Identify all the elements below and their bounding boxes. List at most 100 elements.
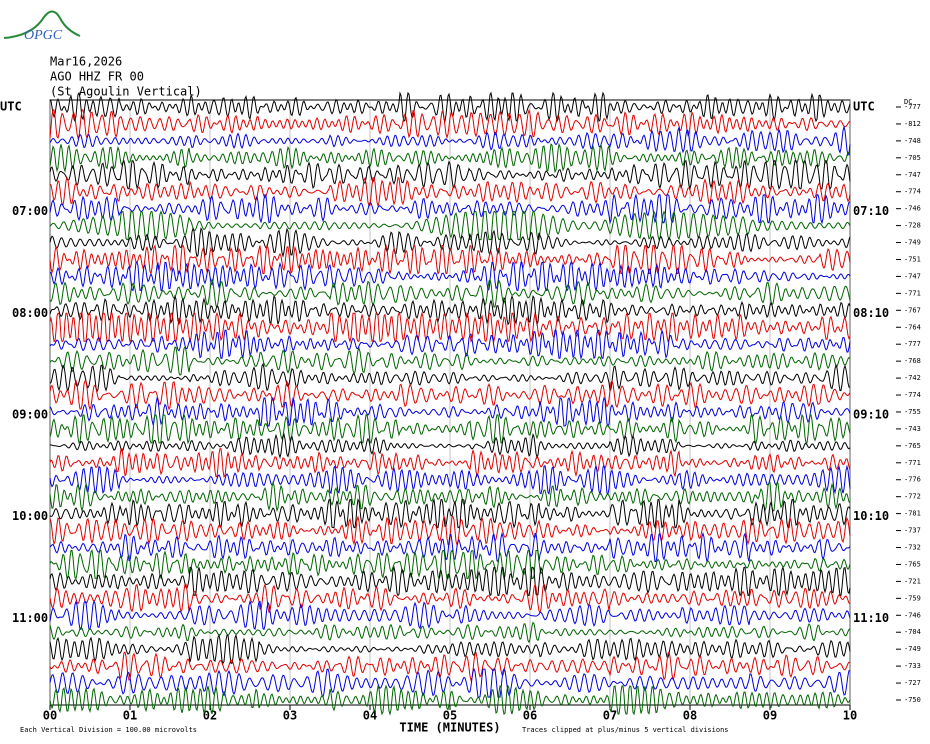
dc-offset: -777 (904, 340, 921, 348)
row-label-left: 11:00 (12, 611, 48, 625)
dc-offset: -721 (904, 577, 921, 585)
dc-offset: -812 (904, 120, 921, 128)
dc-offset: -750 (904, 696, 921, 704)
dc-offset: -747 (904, 171, 921, 179)
dc-offset: -727 (904, 679, 921, 687)
trace (49, 413, 851, 445)
trace (49, 311, 851, 344)
dc-offset: -759 (904, 594, 921, 602)
dc-offset: -781 (904, 510, 921, 518)
trace (49, 379, 851, 411)
dc-offset: -746 (904, 205, 921, 213)
header-line: AGO HHZ FR 00 (50, 70, 144, 84)
dc-offset: -748 (904, 137, 921, 145)
dc-offset: -743 (904, 425, 921, 433)
trace (49, 142, 851, 174)
trace (49, 633, 851, 665)
dc-offset: -764 (904, 323, 921, 331)
logo-curve (3, 10, 81, 39)
dc-offset: -746 (904, 611, 921, 619)
x-tick-label: 04 (363, 709, 377, 723)
trace (49, 565, 851, 597)
dc-offset: -733 (904, 662, 921, 670)
row-label-right: 08:10 (853, 306, 889, 320)
dc-offset: -768 (904, 357, 921, 365)
dc-offset: -772 (904, 493, 921, 501)
logo: OPGC (3, 10, 81, 43)
row-label-right: 10:10 (853, 509, 889, 523)
dc-offset: -777 (904, 103, 921, 111)
x-tick-label: 09 (763, 709, 777, 723)
row-label-left: 09:00 (12, 407, 48, 421)
row-label-right: UTC (853, 100, 875, 114)
dc-offset: -728 (904, 222, 921, 230)
x-tick-label: 01 (123, 709, 137, 723)
dc-offset: -765 (904, 560, 921, 568)
trace (49, 515, 851, 547)
dc-offset: -705 (904, 154, 921, 162)
trace (49, 531, 851, 564)
dc-offset: -776 (904, 476, 921, 484)
dc-offset: -774 (904, 188, 921, 196)
trace (49, 91, 851, 123)
row-label-left: 07:00 (12, 204, 48, 218)
row-label-right: 09:10 (853, 407, 889, 421)
x-tick-label: 05 (443, 709, 457, 723)
trace (49, 582, 851, 614)
trace (49, 159, 851, 191)
trace (49, 108, 851, 140)
row-label-right: 11:10 (853, 611, 889, 625)
dc-offset: -749 (904, 645, 921, 653)
trace (49, 432, 851, 460)
trace (49, 480, 851, 513)
trace (49, 328, 851, 361)
x-tick-label: 02 (203, 709, 217, 723)
trace (49, 346, 851, 376)
trace (49, 243, 851, 276)
row-label-left: UTC (0, 100, 22, 114)
trace (49, 667, 851, 699)
trace (49, 210, 851, 241)
trace (49, 260, 851, 293)
x-tick-label: 10 (843, 709, 857, 723)
x-tick-label: 03 (283, 709, 297, 723)
x-axis-label: TIME (MINUTES) (399, 721, 500, 735)
dc-offset: -767 (904, 306, 921, 314)
dc-offset: -774 (904, 391, 921, 399)
trace (49, 684, 851, 716)
x-tick-label: 06 (523, 709, 537, 723)
dc-offset: -749 (904, 239, 921, 247)
trace (49, 464, 851, 496)
trace (49, 176, 851, 208)
dc-offset: -747 (904, 272, 921, 280)
x-tick-label: 08 (683, 709, 697, 723)
dc-offset: -737 (904, 527, 921, 535)
trace (49, 362, 851, 394)
footer-right: Traces clipped at plus/minus 5 vertical … (522, 726, 729, 734)
trace (49, 448, 851, 478)
row-label-left: 08:00 (12, 306, 48, 320)
dc-offset: -765 (904, 442, 921, 450)
dc-offset: -732 (904, 544, 921, 552)
trace (49, 294, 851, 327)
dc-offset: -751 (904, 255, 921, 263)
dc-offset: -771 (904, 289, 921, 297)
logo-text: OPGC (24, 28, 63, 43)
trace (49, 651, 851, 682)
dc-label: DC (904, 98, 912, 106)
dc-offset: -742 (904, 374, 921, 382)
x-tick-label: 00 (43, 709, 57, 723)
trace (49, 125, 851, 157)
header-line: Mar16,2026 (50, 55, 122, 69)
dc-offset: -771 (904, 459, 921, 467)
header-line: (St Agoulin Vertical) (50, 85, 202, 99)
trace (49, 193, 851, 225)
dc-offset: -704 (904, 628, 921, 636)
trace (49, 621, 851, 644)
x-tick-label: 07 (603, 709, 617, 723)
dc-offset: -755 (904, 408, 921, 416)
trace (49, 599, 851, 631)
row-label-left: 10:00 (12, 509, 48, 523)
footer-left: Each Vertical Division = 100.00 microvol… (20, 726, 197, 734)
